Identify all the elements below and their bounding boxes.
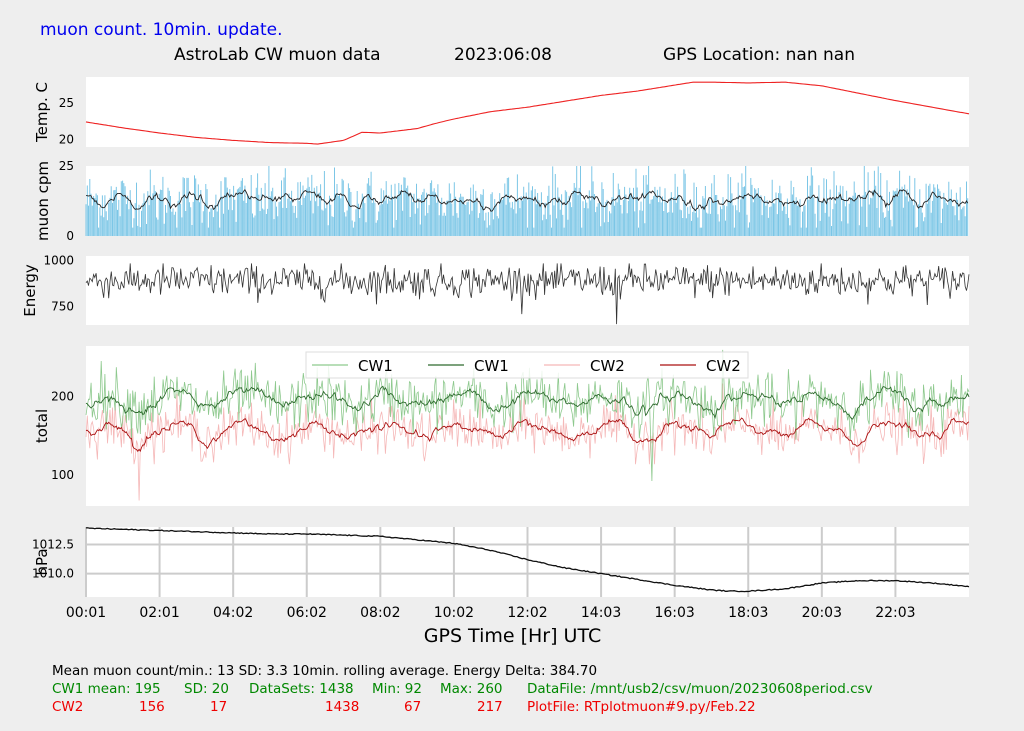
xtick-label: 02:01	[139, 605, 179, 621]
legend-label: CW2	[706, 357, 741, 375]
cw2-average-line	[85, 417, 970, 453]
ytick-label: 25	[59, 159, 74, 173]
update-note: muon count. 10min. update.	[40, 20, 283, 40]
energy-line	[85, 263, 970, 325]
cw1-datafile: DataFile: /mnt/usb2/csv/muon/20230608per…	[527, 681, 873, 697]
chart-title: AstroLab CW muon data	[174, 45, 381, 65]
legend-label: CW2	[590, 357, 625, 375]
ytick-label: 1000	[43, 254, 74, 268]
ytick-label: 20	[59, 133, 74, 147]
ylabel-temperature: Temp. C	[33, 82, 51, 143]
cw2-min: 67	[404, 699, 422, 715]
cw1-mean: CW1 mean: 195	[52, 681, 161, 697]
chart-date: 2023:06:08	[454, 45, 552, 65]
footer-summary: Mean muon count/min.: 13 SD: 3.3 10min. …	[52, 663, 598, 679]
cw2-max: 217	[477, 699, 503, 715]
xtick-label: 04:02	[213, 605, 253, 621]
panel-temperature	[86, 77, 969, 147]
xtick-label: 18:03	[728, 605, 768, 621]
pressure-line	[85, 527, 970, 593]
xtick-label: 12:02	[507, 605, 547, 621]
xtick-label: 14:03	[581, 605, 621, 621]
xtick-label: 22:03	[875, 605, 915, 621]
ylabel-total: total	[33, 409, 51, 443]
ytick-label: 1012.5	[32, 538, 74, 552]
ytick-label: 25	[59, 96, 74, 110]
cw1-datasets: DataSets: 1438	[249, 681, 354, 697]
ytick-label: 100	[51, 468, 74, 482]
xtick-label: 10:02	[434, 605, 474, 621]
temperature-line	[85, 81, 970, 145]
ytick-label: 0	[66, 229, 74, 243]
ytick-label: 750	[51, 300, 74, 314]
xtick-label: 16:03	[654, 605, 694, 621]
cw1-max: Max: 260	[440, 681, 503, 697]
ylabel-energy: Energy	[21, 264, 39, 317]
cw2-label: CW2	[52, 699, 84, 715]
ylabel-pressure: hPa	[33, 548, 51, 575]
cw1-min: Min: 92	[372, 681, 422, 697]
cw1-average-line	[85, 385, 970, 420]
panel-energy	[86, 256, 969, 325]
xtick-label: 20:03	[802, 605, 842, 621]
xtick-label: 06:02	[287, 605, 327, 621]
muon-cpm-bars	[85, 166, 969, 236]
cw2-sd: 17	[210, 699, 228, 715]
legend-label: CW1	[358, 357, 393, 375]
cw2-plotfile: PlotFile: RTplotmuon#9.py/Feb.22	[527, 699, 756, 715]
xtick-label: 00:01	[66, 605, 106, 621]
cw2-mean: 156	[139, 699, 165, 715]
cw2-datasets: 1438	[325, 699, 360, 715]
ytick-label: 200	[51, 390, 74, 404]
cw1-sd: SD: 20	[184, 681, 229, 697]
xtick-label: 08:02	[360, 605, 400, 621]
ytick-label: 1010.0	[32, 567, 74, 581]
ylabel-muon-cpm: muon cpm	[34, 161, 52, 241]
muon-cpm-rolling-average	[85, 189, 969, 212]
gps-location: GPS Location: nan nan	[663, 45, 855, 65]
legend-label: CW1	[474, 357, 509, 375]
xlabel: GPS Time [Hr] UTC	[424, 625, 601, 647]
